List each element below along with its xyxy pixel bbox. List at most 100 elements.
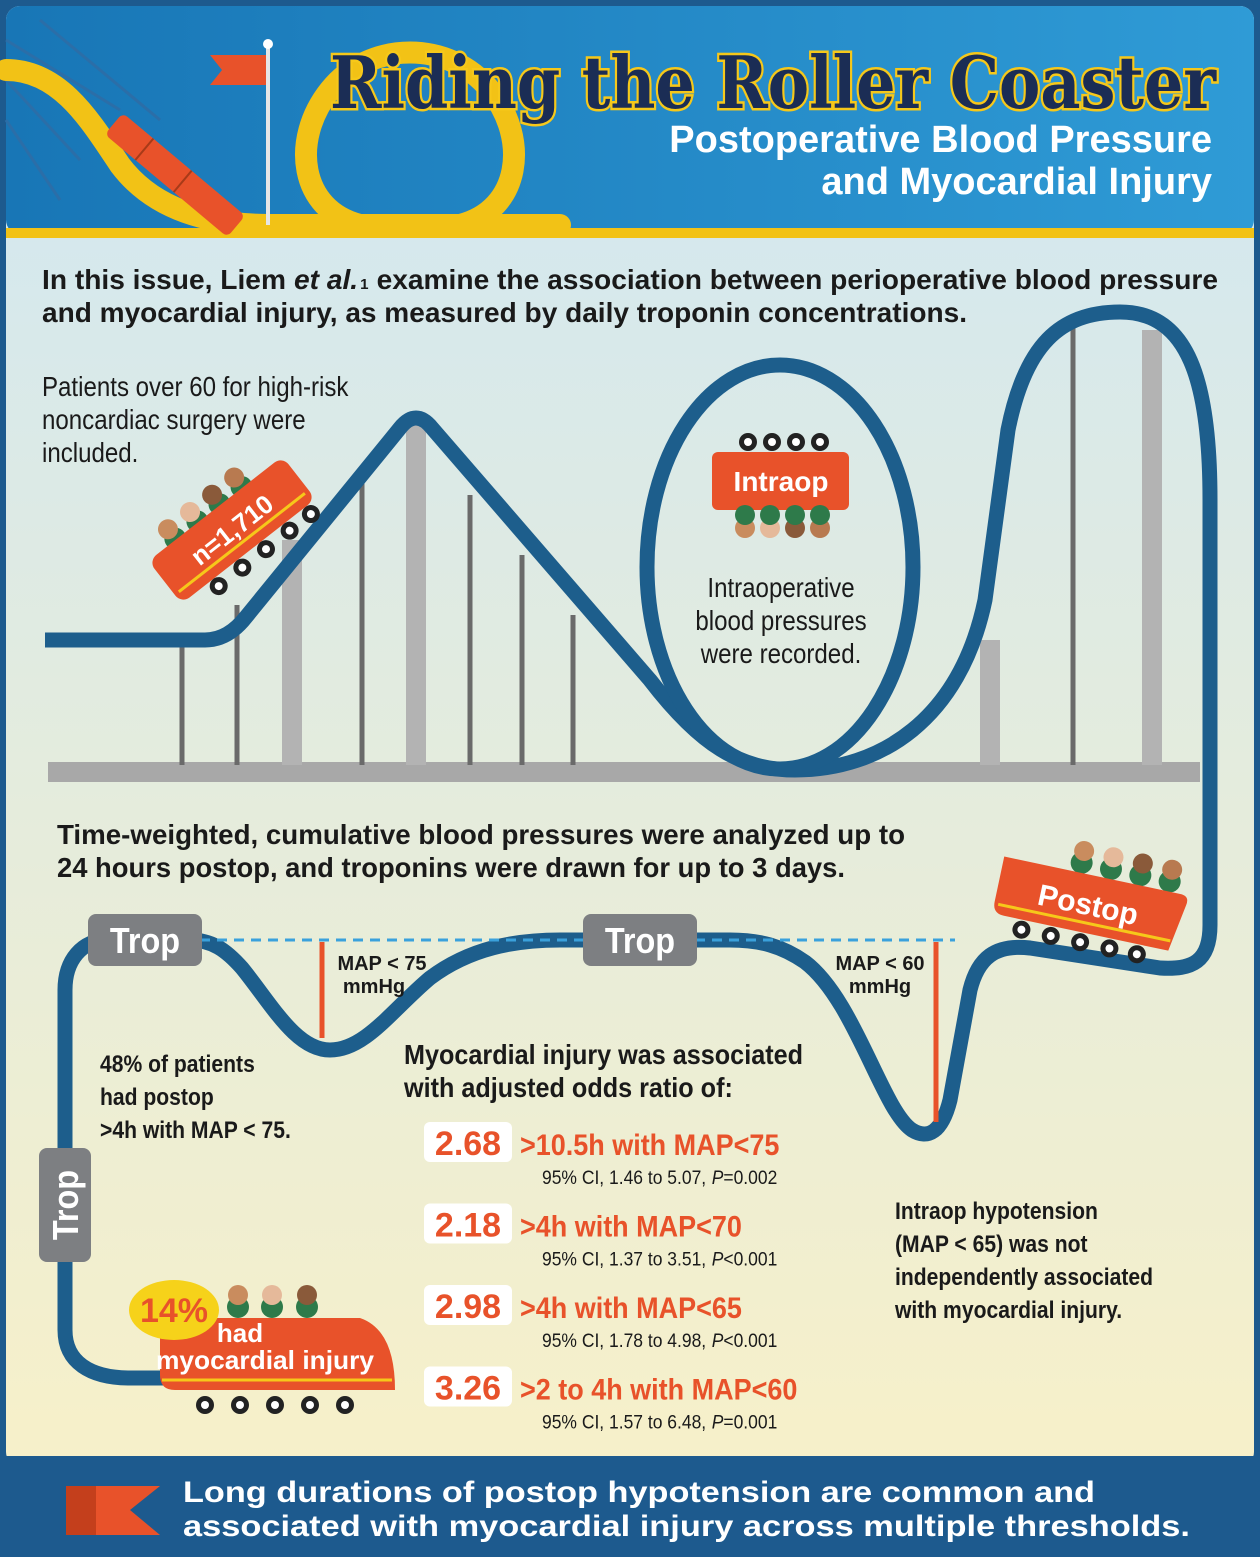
trop-label: Trop bbox=[46, 1170, 86, 1240]
footer-flag-shade bbox=[66, 1486, 96, 1535]
exposure: >4h with MAP<65 bbox=[520, 1292, 742, 1326]
rider-head bbox=[1132, 853, 1153, 874]
rider-head bbox=[1162, 859, 1183, 880]
rider-head bbox=[297, 1285, 317, 1305]
text-part: In this issue, Liem bbox=[42, 264, 286, 295]
wheel-hub bbox=[792, 438, 800, 446]
car-body bbox=[152, 460, 312, 600]
wheel-hub bbox=[306, 510, 315, 519]
wheel-hub bbox=[341, 1401, 349, 1409]
threshold-unit: mmHg bbox=[849, 976, 911, 998]
trop-marker: Trop bbox=[88, 914, 202, 966]
footer-text: associated with myocardial injury across… bbox=[183, 1510, 1190, 1543]
intro-text: In this issue, Liem et al. 1 examine the as… bbox=[42, 264, 1218, 295]
odds-ratio: 2.18 bbox=[435, 1207, 501, 1245]
wheel-hub bbox=[306, 1401, 314, 1409]
rider-head bbox=[224, 467, 245, 488]
wheel-hub bbox=[236, 1401, 244, 1409]
car-body bbox=[994, 856, 1188, 951]
trop-box bbox=[88, 914, 202, 966]
confidence-interval: 95% CI, 1.37 to 3.51, P<0.001 bbox=[542, 1248, 777, 1270]
trop-box bbox=[583, 914, 697, 966]
flag bbox=[210, 55, 266, 85]
rider-body bbox=[735, 505, 755, 525]
percent: 14% bbox=[140, 1292, 208, 1330]
p-label: P bbox=[712, 1166, 724, 1188]
ci: 95% CI, 1.37 to 3.51, bbox=[542, 1248, 706, 1270]
car-body bbox=[712, 452, 849, 510]
rider-body bbox=[785, 505, 805, 525]
trop-marker: Trop bbox=[39, 1148, 91, 1262]
exposure: >4h with MAP<70 bbox=[520, 1210, 742, 1244]
confidence-interval: 95% CI, 1.46 to 5.07, P=0.002 bbox=[542, 1166, 777, 1188]
threshold-label: MAP < 60 bbox=[835, 953, 924, 975]
footer-text: Long durations of postop hypotension are… bbox=[183, 1476, 1095, 1509]
header-stripe bbox=[6, 228, 1254, 238]
odds-box bbox=[424, 1203, 512, 1244]
note: (MAP < 65) was not bbox=[895, 1231, 1088, 1258]
wheel-hub bbox=[1076, 938, 1085, 947]
odds-box bbox=[424, 1366, 512, 1407]
postop-car: Postop bbox=[994, 841, 1188, 964]
wheel-hub bbox=[201, 1401, 209, 1409]
rider-head bbox=[157, 519, 178, 540]
rider-body bbox=[810, 505, 830, 525]
note: noncardiac surgery were bbox=[42, 403, 306, 435]
ground bbox=[48, 762, 1200, 782]
note: >4h with MAP < 75. bbox=[100, 1117, 291, 1144]
rider-head bbox=[1074, 841, 1095, 862]
trop-label: Trop bbox=[605, 921, 675, 961]
supports bbox=[179, 320, 1162, 765]
p-value: <0.001 bbox=[723, 1329, 777, 1351]
wheel-hub bbox=[816, 438, 824, 446]
threshold-label: MAP < 75 bbox=[337, 953, 426, 975]
car-label: had bbox=[217, 1318, 263, 1348]
text-part: examine the association between perioper… bbox=[377, 264, 1218, 295]
wheel-hub bbox=[1132, 950, 1141, 959]
wheel-hub bbox=[1105, 944, 1114, 953]
intro-text: and myocardial injury, as measured by da… bbox=[42, 297, 967, 328]
note: blood pressures bbox=[695, 604, 866, 636]
rider-head bbox=[202, 484, 223, 505]
car-joint bbox=[134, 137, 155, 161]
header-car bbox=[107, 115, 243, 235]
ci: 95% CI, 1.57 to 6.48, bbox=[542, 1411, 706, 1433]
car-label: Intraop bbox=[734, 466, 829, 497]
pole-top bbox=[263, 39, 273, 49]
odds-box bbox=[424, 1285, 512, 1325]
results-heading: Myocardial injury was associated bbox=[404, 1039, 803, 1071]
note: Intraoperative bbox=[707, 571, 854, 603]
reference: 1 bbox=[360, 276, 368, 293]
odds-ratio: 2.98 bbox=[435, 1288, 501, 1326]
results-heading: with adjusted odds ratio of: bbox=[403, 1072, 733, 1104]
note: 48% of patients bbox=[100, 1051, 255, 1078]
rider-head bbox=[180, 502, 201, 523]
p-label: P bbox=[712, 1411, 724, 1433]
wheel-hub bbox=[271, 1401, 279, 1409]
note: included. bbox=[42, 436, 138, 468]
note: had postop bbox=[100, 1084, 214, 1111]
note: independently associated bbox=[895, 1264, 1153, 1291]
p-value: <0.001 bbox=[723, 1248, 777, 1270]
exposure: >2 to 4h with MAP<60 bbox=[520, 1373, 797, 1407]
rider-head bbox=[228, 1285, 248, 1305]
rider-body bbox=[760, 505, 780, 525]
ci: 95% CI, 1.46 to 5.07, bbox=[542, 1166, 706, 1188]
wheel-hub bbox=[768, 438, 776, 446]
intraop-car: Intraop bbox=[712, 433, 849, 538]
wheel-hub bbox=[1017, 925, 1026, 934]
wheel-hub bbox=[214, 582, 223, 591]
note: with myocardial injury. bbox=[894, 1297, 1122, 1324]
header-decoration bbox=[0, 18, 571, 236]
trop-marker: Trop bbox=[583, 914, 697, 966]
odds-ratio: 3.26 bbox=[435, 1370, 501, 1408]
note: Intraop hypotension bbox=[895, 1198, 1098, 1225]
lattice bbox=[4, 18, 161, 201]
wheel-hub bbox=[1046, 931, 1055, 940]
wheel-hub bbox=[285, 526, 294, 535]
p-label: P bbox=[712, 1329, 724, 1351]
track-loop bbox=[639, 357, 921, 777]
